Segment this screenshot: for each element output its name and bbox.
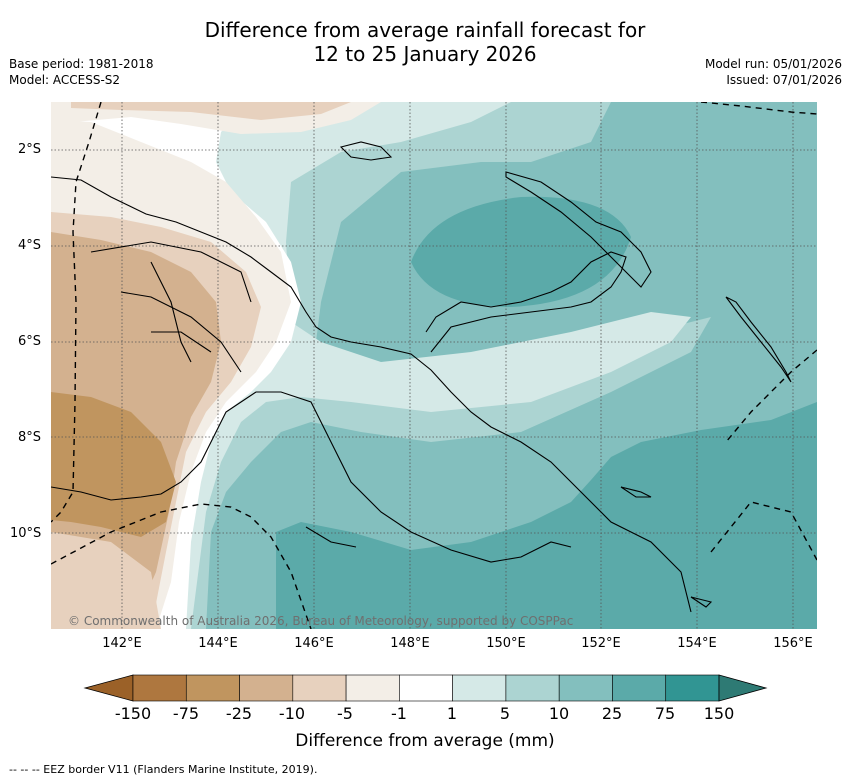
lon-tick-142e: 142°E: [102, 636, 142, 651]
issued-text: Issued: 07/01/2026: [726, 73, 842, 87]
colorbar-bin: [185, 674, 240, 702]
zone-minus10-top: [71, 102, 351, 120]
title-line-1: Difference from average rainfall forecas…: [204, 18, 646, 42]
meta-left: Base period: 1981-2018 Model: ACCESS-S2: [9, 56, 154, 88]
colorbar-tick: -1: [391, 704, 407, 723]
colorbar-bin: [452, 674, 507, 702]
colorbar-bin: [345, 674, 400, 702]
zone-south-gulf: [51, 532, 161, 629]
lon-tick-156e: 156°E: [773, 636, 813, 651]
model-text: Model: ACCESS-S2: [9, 73, 121, 87]
colorbar-tick: 75: [654, 704, 676, 723]
colorbar-tick: -150: [114, 704, 152, 723]
colorbar-bin: [505, 674, 560, 702]
footnote-eez: -- -- -- EEZ border V11 (Flanders Marine…: [9, 763, 318, 776]
colorbar-bin: [612, 674, 667, 702]
colorbar-tick: -25: [225, 704, 253, 723]
colorbar-tick: 5: [499, 704, 511, 723]
colorbar-bin: [665, 674, 720, 702]
lon-tick-152e: 152°E: [581, 636, 621, 651]
colorbar-high-extend: [718, 674, 768, 702]
colorbar-tick: -10: [278, 704, 306, 723]
lat-tick-4s: 4°S: [18, 238, 42, 253]
colorbar-tick: -5: [337, 704, 353, 723]
meta-right: Model run: 05/01/2026 Issued: 07/01/2026: [705, 56, 842, 88]
lat-tick-2s: 2°S: [18, 142, 42, 157]
lon-tick-154e: 154°E: [677, 636, 717, 651]
eez-borders: [51, 102, 817, 629]
colorbar-tick: -75: [172, 704, 200, 723]
colorbar-tick: 25: [601, 704, 623, 723]
lat-tick-8s: 8°S: [18, 430, 42, 445]
colorbar-tick: 10: [548, 704, 570, 723]
colorbar-bin: [292, 674, 347, 702]
coastlines: [51, 141, 792, 613]
lat-tick-6s: 6°S: [18, 334, 42, 349]
colorbar-bin: [132, 674, 187, 702]
model-run-text: Model run: 05/01/2026: [704, 57, 842, 71]
lon-tick-146e: 146°E: [294, 636, 334, 651]
map-gridlines: [51, 102, 817, 629]
map-svg: [51, 102, 817, 629]
copyright-text: © Commonwealth of Australia 2026, Bureau…: [68, 614, 574, 628]
colorbar-bin: [558, 674, 613, 702]
lon-tick-150e: 150°E: [486, 636, 526, 651]
title-line-2: 12 to 25 January 2026: [313, 42, 537, 66]
base-period-text: Base period: 1981-2018: [9, 57, 154, 71]
colorbar-tick: 150: [703, 704, 735, 723]
colorbar-tick: 1: [446, 704, 458, 723]
zone-minus75-minus25: [51, 392, 176, 537]
lon-tick-148e: 148°E: [390, 636, 430, 651]
lon-tick-144e: 144°E: [198, 636, 238, 651]
colorbar-bins: [132, 674, 720, 702]
colorbar-low-extend: [83, 674, 134, 702]
colorbar-title: Difference from average (mm): [295, 731, 555, 751]
chart-title: Difference from average rainfall forecas…: [0, 18, 850, 66]
colorbar-bin: [399, 674, 453, 702]
lat-tick-10s: 10°S: [10, 526, 42, 541]
colorbar: [83, 674, 768, 702]
forecast-map[interactable]: © Commonwealth of Australia 2026, Bureau…: [51, 102, 817, 629]
colorbar-bin: [239, 674, 294, 702]
